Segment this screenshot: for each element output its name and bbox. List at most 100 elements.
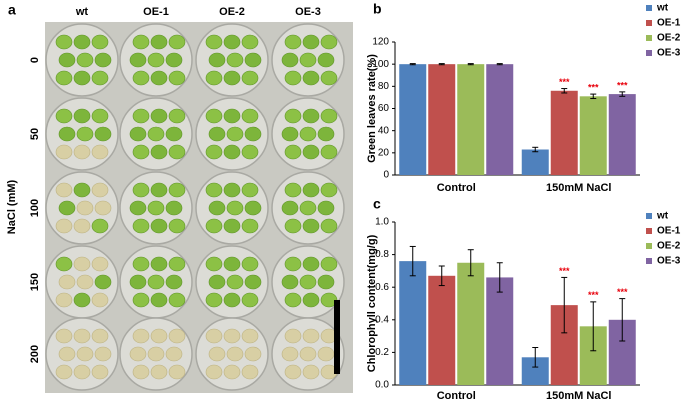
leaf — [132, 256, 150, 272]
leaf — [150, 70, 168, 86]
leaf — [147, 52, 165, 68]
leaf — [73, 292, 91, 308]
y-axis-title: Chlorophyll content(mg/g) — [366, 234, 378, 372]
leaf — [299, 200, 317, 216]
leaf — [132, 182, 150, 198]
y-tick-label: 20 — [378, 147, 390, 158]
leaf — [205, 256, 223, 272]
leaf — [150, 292, 168, 308]
leaf — [94, 52, 112, 68]
photo — [45, 23, 345, 391]
leaf — [55, 364, 73, 380]
leaf — [132, 328, 150, 344]
y-tick-label: 40 — [378, 125, 390, 136]
error-bar — [467, 63, 474, 66]
column-label: OE-3 — [295, 6, 321, 18]
leaf — [284, 34, 302, 50]
error-bar — [561, 88, 568, 94]
leaf — [132, 144, 150, 160]
leaf — [147, 274, 165, 290]
leaf — [73, 364, 91, 380]
leaf — [284, 292, 302, 308]
leaf — [223, 34, 241, 50]
leaf — [73, 328, 91, 344]
leaf — [205, 182, 223, 198]
leaf — [165, 346, 183, 362]
legend-swatch — [646, 213, 652, 219]
panel-label: b — [373, 1, 382, 17]
leaf — [205, 108, 223, 124]
leaf — [73, 70, 91, 86]
leaf — [226, 200, 244, 216]
leaf — [241, 70, 259, 86]
leaf — [320, 256, 338, 272]
leaf — [129, 274, 147, 290]
leaf — [132, 292, 150, 308]
leaf — [223, 328, 241, 344]
leaf — [55, 182, 73, 198]
significance-label: *** — [588, 290, 599, 300]
leaf — [317, 200, 335, 216]
leaf — [168, 292, 186, 308]
leaf — [94, 274, 112, 290]
legend-label: OE-1 — [657, 226, 681, 237]
leaf — [165, 200, 183, 216]
leaf — [58, 200, 76, 216]
leaf — [284, 182, 302, 198]
panel-label: c — [373, 196, 381, 212]
significance-label: *** — [559, 77, 570, 87]
leaf — [317, 126, 335, 142]
legend-swatch — [646, 35, 652, 41]
leaf — [168, 328, 186, 344]
leaf — [76, 126, 94, 142]
leaf — [223, 70, 241, 86]
leaf — [244, 346, 262, 362]
legend-label: wt — [656, 3, 669, 14]
leaf — [302, 70, 320, 86]
leaf — [302, 218, 320, 234]
leaf — [244, 52, 262, 68]
y-tick-label: 0.6 — [375, 282, 389, 293]
row-label: 0 — [29, 57, 41, 63]
leaf — [320, 34, 338, 50]
column-label: wt — [75, 6, 89, 18]
leaf — [223, 292, 241, 308]
leaf — [241, 292, 259, 308]
leaf — [55, 34, 73, 50]
leaf — [91, 34, 109, 50]
legend-label: OE-2 — [657, 33, 681, 44]
leaf — [91, 108, 109, 124]
leaf — [223, 256, 241, 272]
leaf — [129, 346, 147, 362]
leaf — [244, 126, 262, 142]
y-tick-label: 120 — [372, 37, 389, 48]
leaf — [147, 346, 165, 362]
bar — [521, 149, 549, 175]
leaf — [320, 218, 338, 234]
error-bar — [467, 249, 474, 277]
leaf — [150, 144, 168, 160]
column-label: OE-2 — [219, 6, 245, 18]
leaf — [91, 328, 109, 344]
legend-label: OE-3 — [657, 256, 681, 267]
leaf — [281, 274, 299, 290]
error-bar — [409, 63, 416, 66]
leaf — [73, 108, 91, 124]
leaf — [132, 70, 150, 86]
leaf — [168, 364, 186, 380]
leaf — [147, 126, 165, 142]
leaf — [226, 52, 244, 68]
leaf — [208, 52, 226, 68]
y-axis-title: Green leaves rate(%) — [366, 54, 378, 163]
error-bar — [532, 146, 539, 153]
leaf — [129, 52, 147, 68]
bar — [550, 90, 578, 175]
leaf — [208, 200, 226, 216]
y-tick-label: 1.0 — [375, 217, 389, 228]
leaf — [55, 108, 73, 124]
leaf — [284, 328, 302, 344]
leaf — [132, 34, 150, 50]
column-label: OE-1 — [143, 6, 169, 18]
leaf — [320, 144, 338, 160]
legend-swatch — [646, 20, 652, 26]
